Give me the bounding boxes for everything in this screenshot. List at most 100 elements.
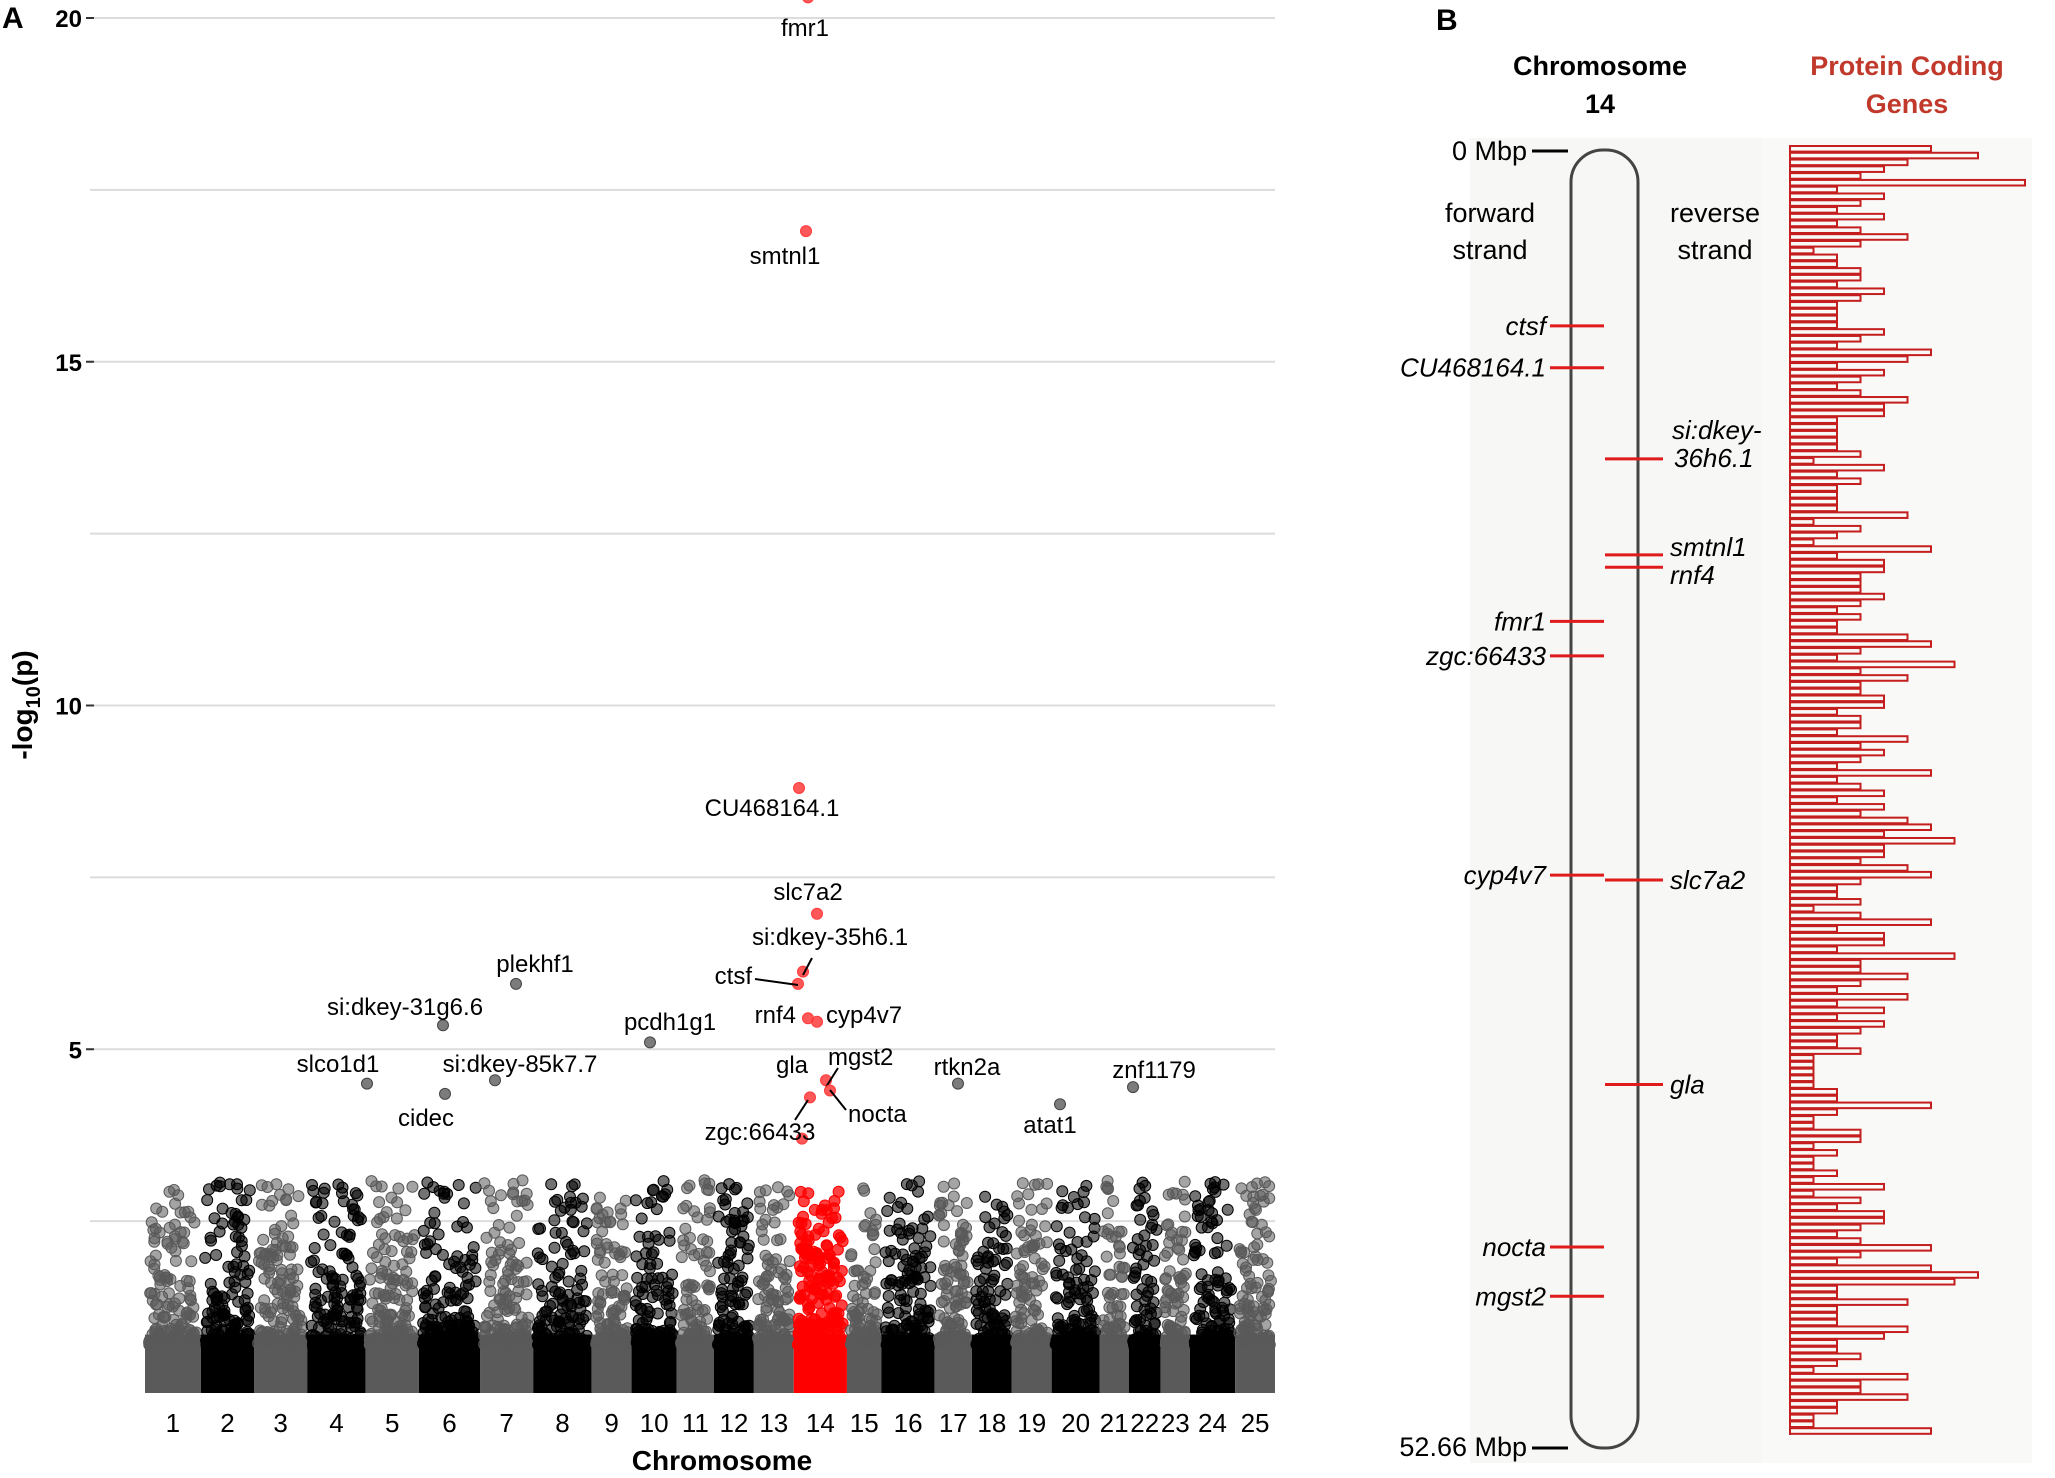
snp-point — [594, 1322, 607, 1335]
snp-point — [548, 1241, 561, 1254]
snp-point — [223, 1178, 236, 1191]
snp-point — [970, 1285, 983, 1298]
snp-point — [822, 1216, 835, 1229]
snp-point — [1146, 1239, 1159, 1251]
gene-label-CU468164.1: CU468164.1 — [1400, 353, 1546, 383]
y-tick-label: 20 — [55, 6, 82, 33]
snp-point — [657, 1190, 670, 1203]
snp-point — [881, 1301, 894, 1314]
snp-point — [463, 1278, 475, 1291]
x-tick-label-chr7: 7 — [499, 1408, 513, 1438]
snp-point — [1223, 1282, 1236, 1294]
snp-point — [188, 1216, 201, 1229]
x-tick-label-chr21: 21 — [1100, 1408, 1129, 1438]
snp-point — [635, 1338, 648, 1351]
snp-label-cyp4v7: cyp4v7 — [826, 1002, 902, 1029]
snp-point — [802, 1303, 815, 1316]
forward-strand-label: forward — [1445, 198, 1535, 228]
snp-point — [914, 1287, 927, 1300]
panel-b-letter: B — [1436, 4, 1458, 37]
snp-point — [692, 1247, 705, 1260]
snp-point — [256, 1198, 268, 1211]
snp-point — [998, 1309, 1011, 1322]
x-tick-label-chr17: 17 — [939, 1408, 968, 1438]
snp-point — [1080, 1235, 1093, 1248]
snp-point — [1013, 1214, 1025, 1227]
snp-point — [802, 1187, 815, 1200]
x-tick-label-chr10: 10 — [640, 1408, 669, 1438]
end-position-label: 52.66 Mbp — [1399, 1432, 1527, 1462]
x-tick-label-chr22: 22 — [1130, 1408, 1159, 1438]
snp-point — [815, 1334, 828, 1347]
snp-point — [943, 1301, 956, 1314]
snp-point — [266, 1195, 279, 1207]
snp-point — [1141, 1337, 1154, 1349]
snp-point — [651, 1307, 664, 1320]
snp-point — [663, 1316, 676, 1329]
snp-point — [567, 1216, 580, 1229]
snp-point — [406, 1180, 419, 1193]
snp-point — [1173, 1243, 1186, 1256]
snp-point — [1001, 1209, 1014, 1222]
snp-point — [727, 1282, 739, 1295]
snp-point — [883, 1224, 896, 1237]
x-tick-label-chr15: 15 — [850, 1408, 879, 1438]
snp-point — [940, 1282, 953, 1295]
snp-label-plekhf1: plekhf1 — [496, 951, 573, 978]
snp-point — [860, 1338, 872, 1351]
snp-point-cyp4v7 — [811, 1015, 823, 1028]
leader-line-nocta — [829, 1089, 847, 1111]
snp-point — [441, 1187, 454, 1200]
snp-point — [343, 1230, 356, 1243]
snp-point-si:dkey-31g6.6 — [437, 1019, 449, 1032]
snp-point — [421, 1238, 434, 1251]
snp-point-CU468164.1 — [793, 782, 805, 794]
snp-point — [737, 1206, 750, 1218]
snp-point — [1063, 1226, 1076, 1239]
snp-point — [503, 1247, 516, 1260]
snp-point — [700, 1259, 713, 1272]
snp-point — [548, 1214, 561, 1227]
snp-point — [370, 1180, 383, 1193]
snp-point — [459, 1320, 472, 1333]
snp-point — [212, 1327, 225, 1340]
snp-point — [1162, 1188, 1175, 1201]
snp-point — [816, 1203, 829, 1216]
snp-point — [259, 1306, 272, 1319]
snp-point — [717, 1194, 730, 1207]
snp-point — [549, 1195, 561, 1208]
snp-point — [497, 1277, 510, 1290]
snp-point — [1137, 1258, 1150, 1271]
snp-point — [1061, 1298, 1074, 1311]
snp-point — [154, 1337, 167, 1350]
snp-point — [782, 1285, 795, 1298]
snp-point — [804, 1320, 817, 1333]
snp-point — [859, 1276, 872, 1289]
snp-point — [210, 1291, 223, 1304]
snp-point — [575, 1200, 588, 1213]
snp-point — [404, 1338, 417, 1351]
snp-point — [217, 1307, 230, 1320]
snp-point — [231, 1211, 244, 1224]
snp-point — [429, 1271, 442, 1283]
snp-point — [343, 1316, 356, 1329]
snp-point — [606, 1268, 619, 1281]
snp-point — [1065, 1243, 1078, 1256]
snp-point — [564, 1203, 577, 1216]
snp-point — [642, 1237, 655, 1250]
snp-point — [451, 1250, 464, 1263]
snp-point-slc7a2 — [811, 907, 823, 920]
snp-point — [1146, 1218, 1159, 1231]
snp-point — [1050, 1291, 1062, 1304]
snp-point — [620, 1338, 633, 1351]
snp-point — [604, 1216, 616, 1229]
snp-point — [1130, 1314, 1142, 1327]
snp-point — [487, 1319, 500, 1332]
snp-point — [639, 1322, 652, 1335]
snp-point — [767, 1199, 780, 1212]
snp-point — [1171, 1234, 1183, 1246]
snp-point — [148, 1235, 161, 1248]
snp-point — [685, 1281, 697, 1294]
snp-point — [203, 1338, 216, 1351]
snp-label-slco1d1: slco1d1 — [297, 1051, 380, 1078]
